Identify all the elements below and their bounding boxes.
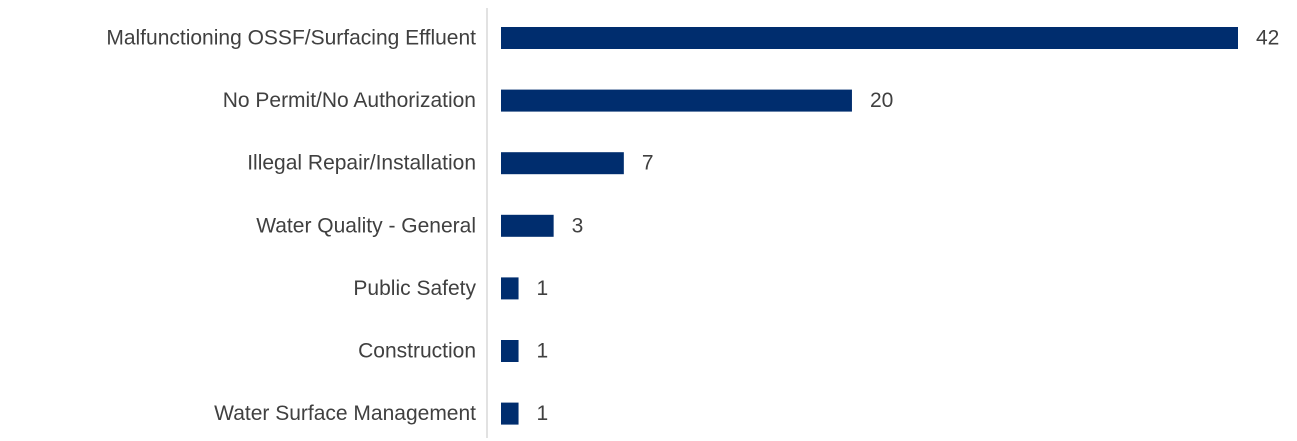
category-label: Water Surface Management bbox=[214, 402, 476, 425]
bar bbox=[501, 277, 519, 300]
bars bbox=[501, 27, 1238, 425]
bar bbox=[501, 214, 554, 237]
bar bbox=[501, 89, 852, 112]
category-label: No Permit/No Authorization bbox=[223, 89, 476, 112]
bar bbox=[501, 27, 1238, 49]
data-label: 1 bbox=[537, 402, 549, 425]
data-label: 1 bbox=[537, 340, 549, 363]
category-labels: Malfunctioning OSSF/Surfacing Effluent No… bbox=[106, 27, 476, 426]
bar bbox=[501, 340, 519, 362]
category-label: Public Safety bbox=[353, 277, 476, 300]
category-label: Malfunctioning OSSF/Surfacing Effluent bbox=[106, 27, 476, 50]
data-label: 20 bbox=[870, 89, 893, 112]
data-label: 1 bbox=[537, 277, 549, 300]
bar bbox=[501, 402, 519, 425]
data-labels: 42 20 7 3 1 1 1 bbox=[537, 27, 1280, 426]
data-label: 7 bbox=[642, 152, 654, 175]
data-label: 42 bbox=[1256, 27, 1279, 50]
category-label: Water Quality - General bbox=[256, 214, 476, 237]
bar bbox=[501, 152, 624, 175]
category-label: Illegal Repair/Installation bbox=[247, 152, 476, 175]
data-label: 3 bbox=[572, 214, 584, 237]
category-label: Construction bbox=[358, 340, 476, 363]
